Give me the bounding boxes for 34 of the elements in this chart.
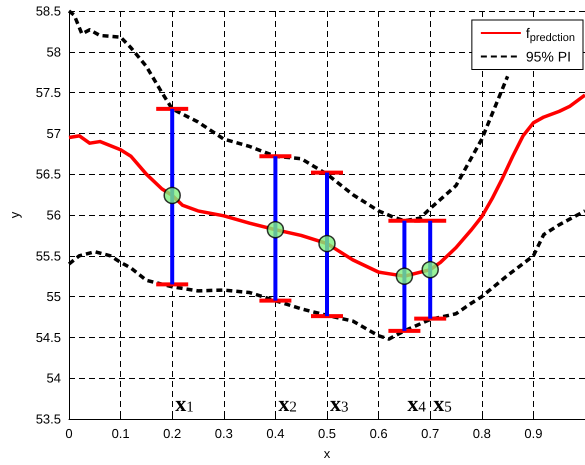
point <box>318 234 336 252</box>
y-tick-label: 54.5 <box>36 330 61 345</box>
y-tick-label: 55.5 <box>36 248 61 264</box>
y-axis-title: y <box>7 211 22 218</box>
x-tick-label: 0.3 <box>214 426 233 441</box>
x-tick-label: 0 <box>65 426 73 441</box>
y-tick-label: 56.5 <box>36 166 61 182</box>
annotation: x4 <box>407 391 426 416</box>
y-tick-label: 58.5 <box>36 4 61 18</box>
y-tick-label: 54 <box>46 370 61 386</box>
x-tick-label: 0.7 <box>421 426 440 441</box>
x-tick-label: 0.1 <box>112 426 130 441</box>
y-tick-label: 53.5 <box>36 412 61 426</box>
annotation: x5 <box>433 391 452 416</box>
annotation: x3 <box>330 391 348 416</box>
x-tick-label: 0.9 <box>524 426 542 441</box>
x-tick-label: 0.8 <box>472 426 491 441</box>
x-tick-label: 0.5 <box>318 426 336 441</box>
annotation: x2 <box>278 391 297 416</box>
y-tick-label: 57.5 <box>36 85 61 100</box>
legend-label: 95% PI <box>526 48 571 64</box>
y-tick-label: 57 <box>46 126 61 141</box>
point <box>396 267 414 285</box>
x-tick-label: 0.2 <box>163 426 182 441</box>
point <box>163 186 181 204</box>
y-tick-label: 58 <box>46 44 61 60</box>
y-tick-label: 55 <box>46 289 61 304</box>
x-axis-title: x <box>324 446 331 461</box>
point <box>266 220 284 238</box>
x-tick-label: 0.4 <box>266 426 284 441</box>
point <box>421 260 439 278</box>
y-tick-label: 56 <box>46 208 61 222</box>
x-tick-label: 0.6 <box>370 426 388 441</box>
annotation: x1 <box>175 391 194 416</box>
